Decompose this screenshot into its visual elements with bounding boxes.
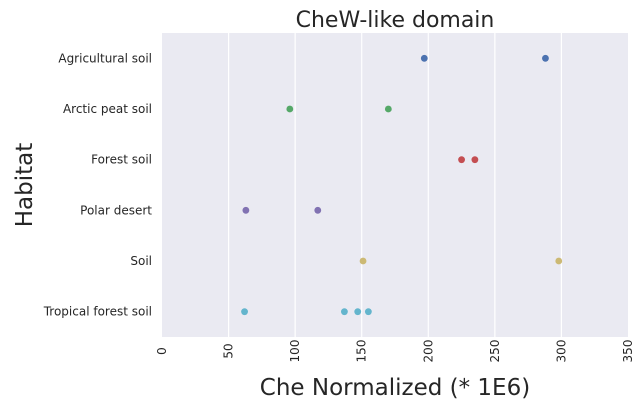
data-point	[555, 257, 563, 265]
data-point	[458, 156, 465, 164]
data-point	[384, 105, 392, 113]
x-tick-label: 0	[155, 347, 169, 355]
data-point	[354, 308, 362, 316]
chart-title: CheW-like domain	[296, 8, 495, 33]
y-tick-label: Arctic peat soil	[63, 102, 152, 116]
x-tick-label: 200	[421, 340, 435, 363]
data-point	[286, 105, 294, 113]
y-tick-label: Polar desert	[80, 203, 152, 217]
plot-area	[162, 33, 628, 337]
x-axis-title: Che Normalized (* 1E6)	[260, 375, 530, 401]
data-point	[241, 308, 248, 316]
x-tick-labels: 0 50 100 150 200 250 300 350	[155, 340, 635, 363]
y-tick-label: Soil	[130, 254, 152, 268]
data-point	[359, 257, 367, 265]
x-tick-label: 150	[355, 340, 369, 363]
data-point	[420, 54, 428, 62]
gridlines	[227, 33, 563, 337]
y-tick-labels: Agricultural soil Arctic peat soil Forest …	[43, 51, 153, 318]
y-axis-title: Habitat	[12, 143, 38, 228]
y-tick-label: Tropical forest soil	[43, 305, 152, 319]
y-tick-label: Agricultural soil	[58, 51, 152, 65]
x-tick-label: 100	[288, 340, 302, 363]
y-tick-label: Forest soil	[91, 153, 152, 167]
data-point	[242, 206, 250, 214]
data-point	[314, 206, 322, 214]
data-point	[341, 308, 348, 316]
data-point	[542, 54, 549, 62]
x-tick-label: 250	[488, 340, 502, 363]
x-tick-label: 50	[222, 343, 236, 358]
x-tick-label: 350	[621, 340, 635, 363]
x-tick-label: 300	[554, 340, 568, 363]
data-points	[241, 54, 563, 316]
data-point	[471, 156, 479, 164]
data-point	[364, 308, 372, 316]
